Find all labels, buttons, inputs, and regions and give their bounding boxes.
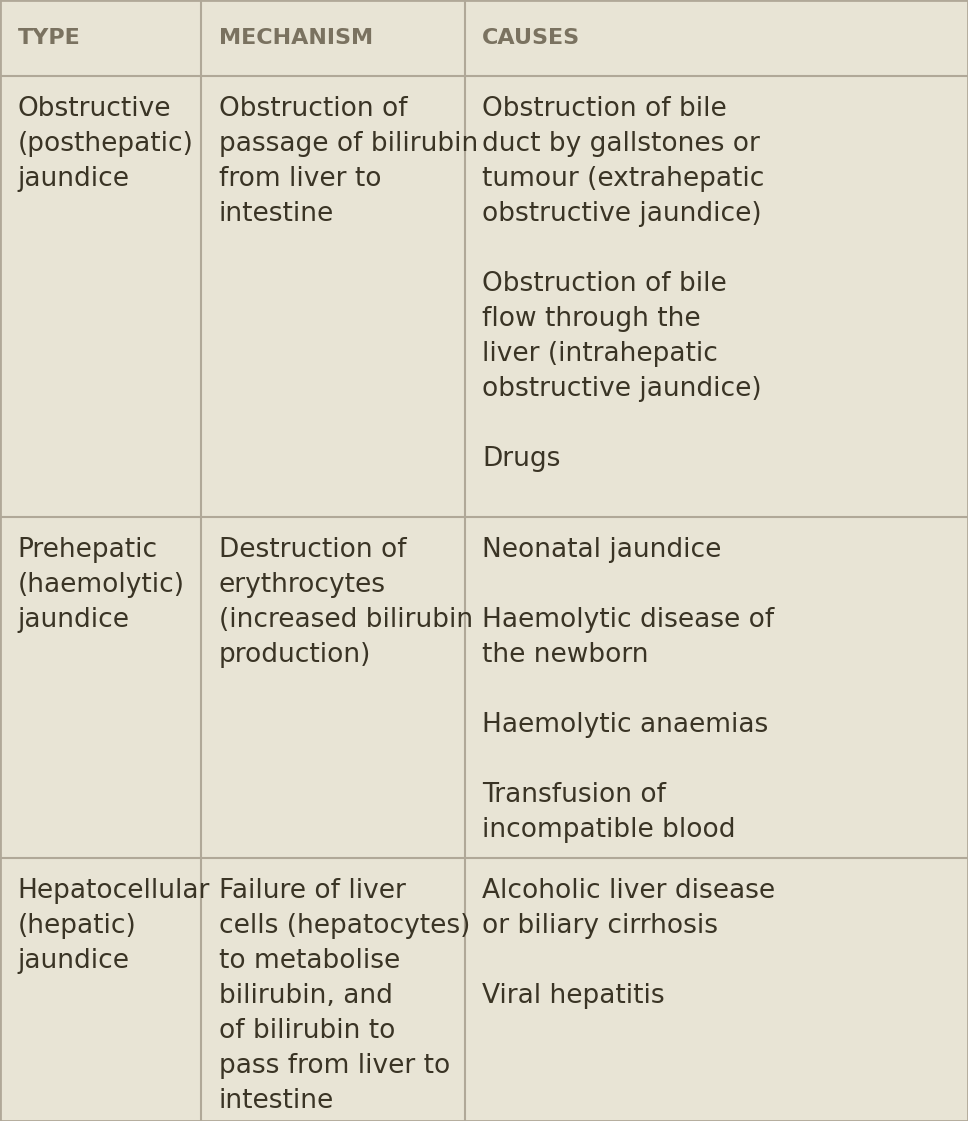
Text: Obstructive
(posthepatic)
jaundice: Obstructive (posthepatic) jaundice bbox=[17, 96, 194, 193]
Text: MECHANISM: MECHANISM bbox=[219, 28, 373, 48]
Text: Obstruction of bile
duct by gallstones or
tumour (extrahepatic
obstructive jaund: Obstruction of bile duct by gallstones o… bbox=[482, 96, 765, 472]
Text: CAUSES: CAUSES bbox=[482, 28, 580, 48]
Text: Prehepatic
(haemolytic)
jaundice: Prehepatic (haemolytic) jaundice bbox=[17, 537, 185, 633]
Text: Obstruction of
passage of bilirubin
from liver to
intestine: Obstruction of passage of bilirubin from… bbox=[219, 96, 478, 228]
Text: Failure of liver
cells (hepatocytes)
to metabolise
bilirubin, and
of bilirubin t: Failure of liver cells (hepatocytes) to … bbox=[219, 878, 470, 1114]
Text: Neonatal jaundice

Haemolytic disease of
the newborn

Haemolytic anaemias

Trans: Neonatal jaundice Haemolytic disease of … bbox=[482, 537, 774, 843]
Text: Hepatocellular
(hepatic)
jaundice: Hepatocellular (hepatic) jaundice bbox=[17, 878, 210, 974]
Text: Alcoholic liver disease
or biliary cirrhosis

Viral hepatitis: Alcoholic liver disease or biliary cirrh… bbox=[482, 878, 775, 1009]
Text: TYPE: TYPE bbox=[17, 28, 80, 48]
Text: Destruction of
erythrocytes
(increased bilirubin
production): Destruction of erythrocytes (increased b… bbox=[219, 537, 473, 668]
